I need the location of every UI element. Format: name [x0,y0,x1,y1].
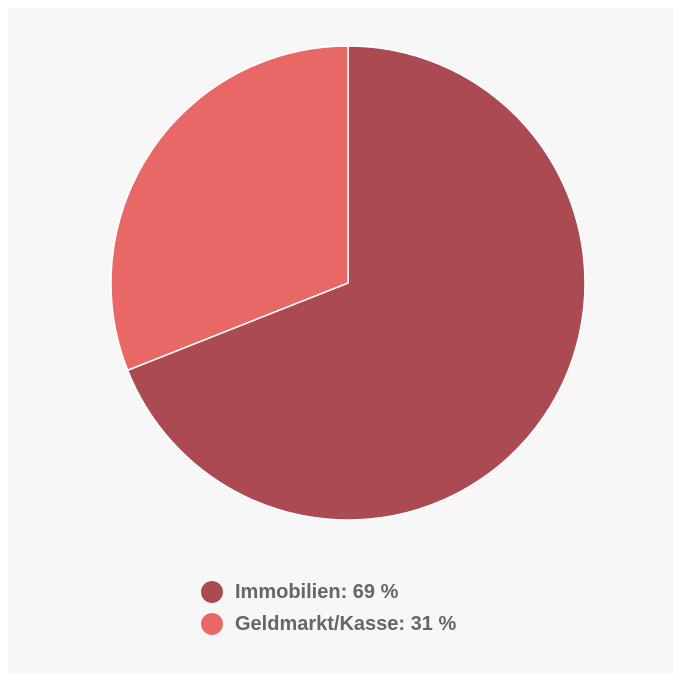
legend-item-geldmarkt-kasse[interactable]: Geldmarkt/Kasse: 31 % [201,608,456,640]
pie-chart [110,45,586,521]
legend-item-immobilien[interactable]: Immobilien: 69 % [201,576,456,608]
legend-swatch-immobilien [201,581,223,603]
legend-swatch-geldmarkt-kasse [201,613,223,635]
legend-label-geldmarkt-kasse: Geldmarkt/Kasse: 31 % [235,612,457,635]
pie-slice-geldmarkt-kasse[interactable] [110,45,349,371]
chart-panel: Immobilien: 69 % Geldmarkt/Kasse: 31 % [8,8,674,674]
pie-slice-immobilien[interactable] [126,45,586,521]
legend-label-immobilien: Immobilien: 69 % [235,580,399,603]
legend: Immobilien: 69 % Geldmarkt/Kasse: 31 % [201,576,456,640]
